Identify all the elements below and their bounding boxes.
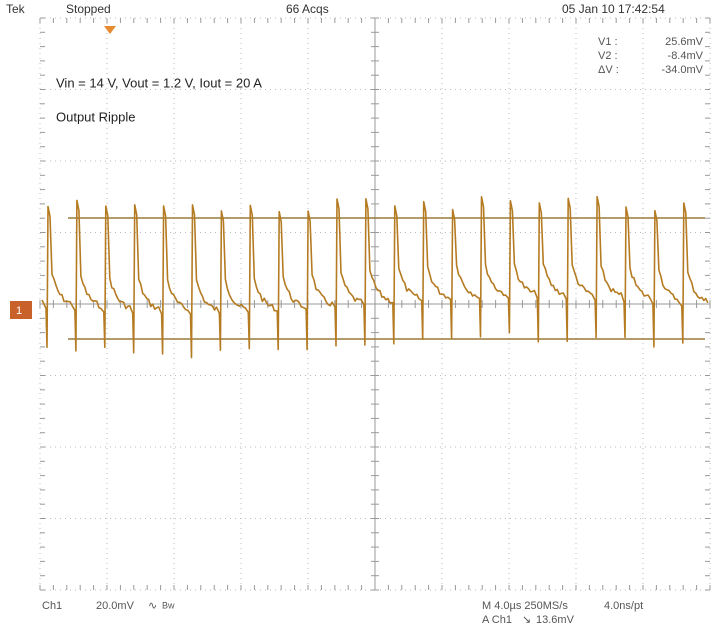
readout-label: V1 :: [598, 36, 618, 48]
footer-timebase: M 4.0µs 250MS/s: [482, 600, 568, 612]
readout-value: 25.6mV: [665, 36, 704, 48]
bandwidth-symbol: ∿: [148, 600, 157, 612]
footer-trigger-source: A Ch1: [482, 614, 512, 626]
timestamp: 05 Jan 10 17:42:54: [562, 2, 665, 16]
channel-marker-label: 1: [16, 305, 22, 317]
footer-trigger-level: 13.6mV: [536, 614, 575, 626]
annotation-title: Output Ripple: [56, 109, 136, 124]
conditions: Vin = 14 V, Vout = 1.2 V, Iout = 20 A: [56, 75, 262, 90]
acquisitions: 66 Acqs: [286, 2, 329, 16]
page: {"header": {"brand": "Tek", "status": "S…: [0, 0, 718, 628]
status: Stopped: [66, 2, 111, 16]
brand: Tek: [6, 2, 26, 16]
readout-label: ΔV :: [598, 64, 619, 76]
readout-label: V2 :: [598, 50, 618, 62]
trigger-slope-symbol: ↘: [522, 614, 531, 626]
readout-value: -34.0mV: [661, 64, 703, 76]
footer-resolution: 4.0ns/pt: [604, 600, 643, 612]
footer-bandwidth: Bw: [162, 600, 175, 610]
footer-scale: 20.0mV: [96, 600, 135, 612]
readout-value: -8.4mV: [668, 50, 704, 62]
footer-channel: Ch1: [42, 600, 62, 612]
scope-screen: 1 Tek Stopped 66 Acqs 05 Jan 10 17:42:54…: [0, 0, 718, 628]
background: [0, 0, 718, 628]
